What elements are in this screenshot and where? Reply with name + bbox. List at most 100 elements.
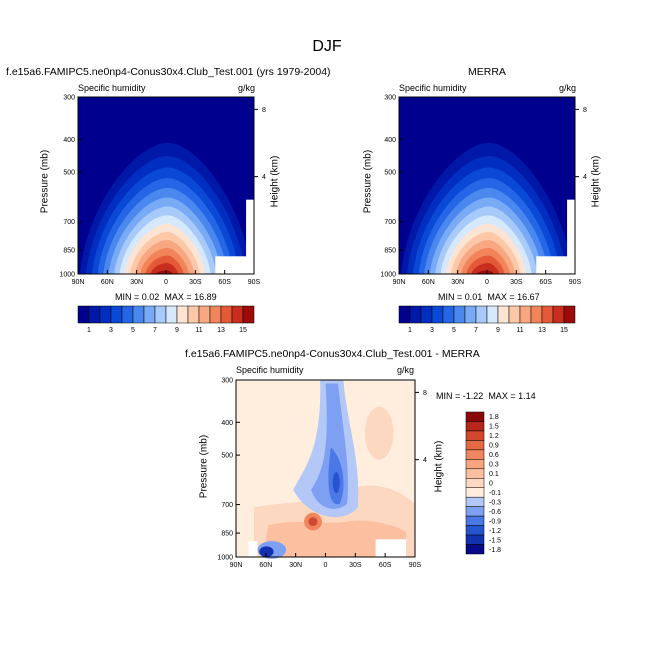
panel2-xtick-label: 90N xyxy=(393,279,406,286)
panel2-variable: Specific humidity xyxy=(399,83,467,93)
colorbar3-label: -0.3 xyxy=(489,499,501,506)
colorbar1-swatch xyxy=(165,305,178,324)
panel2-contours xyxy=(399,97,575,274)
panel3-ytick-label: 300 xyxy=(221,378,233,385)
panel3-ytick-label: 400 xyxy=(221,420,233,427)
colorbar1-label: 7 xyxy=(153,327,157,334)
colorbar1-swatch xyxy=(132,305,145,324)
panel1-ytick-label: 500 xyxy=(63,170,75,177)
colorbar2-swatch xyxy=(530,305,543,324)
colorbar2-label: 9 xyxy=(496,327,500,334)
colorbar2-label: 13 xyxy=(538,327,546,334)
panel1-units: g/kg xyxy=(238,83,256,93)
panel2-minmax: MIN = 0.01 MAX = 16.67 xyxy=(438,292,540,302)
colorbar2-swatch xyxy=(497,305,510,324)
colorbar3-swatch xyxy=(465,544,485,555)
colorbar3-swatch xyxy=(465,421,485,432)
colorbar3-label: 0.1 xyxy=(489,471,499,478)
colorbar2-label: 3 xyxy=(430,327,434,334)
colorbar1-swatch xyxy=(99,305,112,324)
panel3-title: f.e15a6.FAMIPC5.ne0np4-Conus30x4.Club_Te… xyxy=(185,348,480,360)
colorbar1-label: 13 xyxy=(217,327,225,334)
panel1-ytick-label: 400 xyxy=(63,137,75,144)
panel1-xtick-label: 30N xyxy=(130,279,143,286)
colorbar1-swatch xyxy=(143,305,156,324)
panel1-minmax: MIN = 0.02 MAX = 16.89 xyxy=(115,292,217,302)
panel1-contour-level xyxy=(150,263,179,274)
panel2-title: MERRA xyxy=(468,66,506,78)
panel3-contour-level xyxy=(308,517,318,527)
panel2-contour-level xyxy=(476,270,495,274)
colorbar2-swatch xyxy=(431,305,444,324)
colorbar2-swatch xyxy=(541,305,554,324)
colorbar1-label: 9 xyxy=(175,327,179,334)
panel2-units: g/kg xyxy=(559,83,577,93)
panel1-contour-level xyxy=(155,270,174,274)
panel1-xtick-label: 0 xyxy=(164,279,168,286)
colorbar3-swatch xyxy=(465,525,485,536)
colorbar3-swatch xyxy=(465,515,485,526)
panel3-contours xyxy=(236,380,415,559)
colorbar2-swatch xyxy=(475,305,488,324)
colorbar1-swatch xyxy=(242,305,255,324)
colorbar1-swatch xyxy=(121,305,134,324)
colorbar1-swatch xyxy=(209,305,222,324)
colorbar3-label: -0.1 xyxy=(489,490,501,497)
panel1-min-label: MIN = xyxy=(115,292,140,302)
colorbar2-swatch xyxy=(563,305,576,324)
colorbar3-swatch xyxy=(465,430,485,441)
colorbar3-swatch xyxy=(465,478,485,488)
panel1-xtick-label: 60S xyxy=(218,279,231,286)
panel1-y2tick-label: 4 xyxy=(262,174,266,181)
colorbar3-swatch xyxy=(465,534,485,545)
panel1-max-label: MAX = xyxy=(164,292,192,302)
colorbar2-swatch xyxy=(420,305,433,324)
panel3-ytick-label: 1000 xyxy=(217,555,233,562)
colorbar3-swatch xyxy=(465,459,485,470)
colorbar1-swatch xyxy=(187,305,200,324)
colorbar3-swatch xyxy=(465,440,485,451)
colorbar2-swatch xyxy=(486,305,499,324)
panel1-max: 16.89 xyxy=(194,292,217,302)
panel3-mask xyxy=(375,539,407,557)
panel3-y2tick-label: 4 xyxy=(423,457,427,464)
colorbar2-swatch xyxy=(519,305,532,324)
colorbar3-swatch xyxy=(465,449,485,460)
colorbar2-swatch xyxy=(409,305,422,324)
colorbar1-label: 3 xyxy=(109,327,113,334)
panel2-y2tick-label: 8 xyxy=(583,107,587,114)
panel3-ytick-label: 500 xyxy=(221,453,233,460)
colorbar1-swatch xyxy=(220,305,233,324)
colorbar3-swatch xyxy=(465,411,485,422)
panel1-ytick-label: 700 xyxy=(63,219,75,226)
panel2-contour-level xyxy=(471,263,500,274)
figure-title: DJF xyxy=(312,38,342,55)
colorbar3-swatch xyxy=(465,506,485,517)
colorbar1-label: 15 xyxy=(239,327,247,334)
colorbar1-swatch xyxy=(231,305,244,324)
panel2-xtick-label: 30S xyxy=(510,279,523,286)
panel2-ytick-label: 300 xyxy=(384,95,396,102)
colorbar1-label: 11 xyxy=(195,327,202,334)
panel3-variable: Specific humidity xyxy=(236,365,304,375)
panel2-ytick-label: 400 xyxy=(384,137,396,144)
colorbar3-label: 0.6 xyxy=(489,452,499,459)
colorbar3-swatch xyxy=(465,468,485,479)
colorbar1-swatch xyxy=(88,305,101,324)
panel1-variable: Specific humidity xyxy=(78,83,146,93)
panel3-xtick-label: 0 xyxy=(324,562,328,569)
panel3-xtick-label: 60N xyxy=(259,562,272,569)
panel3-max-label: MAX = xyxy=(488,391,516,401)
panel3-minmax: MIN = -1.22 MAX = 1.14 xyxy=(436,391,536,401)
panel2-max-label: MAX = xyxy=(487,292,515,302)
colorbar3-label: 0 xyxy=(489,481,493,488)
panel1-xtick-label: 30S xyxy=(189,279,202,286)
panel2-mask xyxy=(536,256,575,274)
panel1-ytick-label: 300 xyxy=(63,95,75,102)
colorbar2-swatch xyxy=(398,305,411,324)
panel3-contour-level xyxy=(364,406,394,460)
panel1-y2tick-label: 8 xyxy=(262,107,266,114)
panel2-ytick-label: 500 xyxy=(384,170,396,177)
colorbar2-swatch xyxy=(552,305,565,324)
